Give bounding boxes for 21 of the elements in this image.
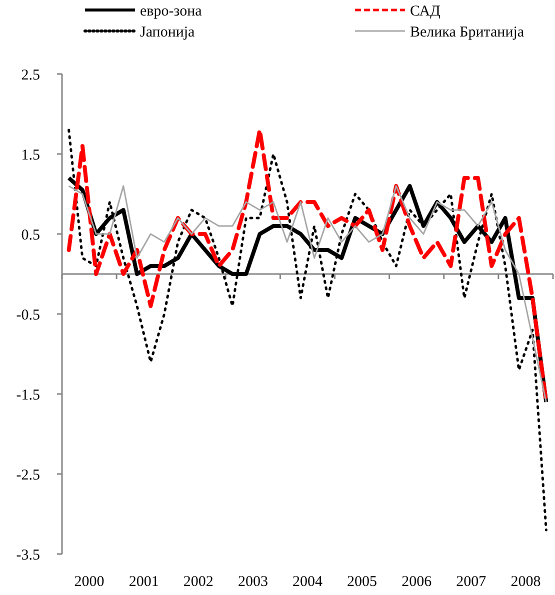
x-tick-label: 2001 (128, 574, 159, 590)
legend-label: Јапонија (140, 24, 196, 40)
x-tick-label: 2003 (238, 574, 268, 590)
x-tick-label: 2005 (347, 574, 378, 590)
x-tick-label: 2004 (292, 574, 323, 590)
y-tick-label: -1.5 (16, 387, 40, 404)
line-series (68, 128, 548, 532)
legend-label: Велика Британија (410, 24, 524, 40)
y-tick-label: -2.5 (16, 467, 40, 484)
y-tick-label: 0.5 (21, 227, 40, 244)
x-tick-label: 2007 (456, 574, 487, 590)
x-tick-label: 2002 (183, 574, 214, 590)
y-tick-label: -0.5 (16, 307, 40, 324)
x-tick-label: 2006 (402, 574, 432, 590)
x-tick-label: 2008 (510, 574, 541, 590)
y-tick-label: 2.5 (21, 67, 40, 84)
x-tick-label: 2000 (74, 574, 104, 590)
y-tick-label: -3.5 (16, 547, 40, 564)
legend-label: евро-зона (140, 3, 202, 20)
legend-label: САД (410, 3, 440, 20)
y-tick-label: 1.5 (21, 147, 40, 164)
